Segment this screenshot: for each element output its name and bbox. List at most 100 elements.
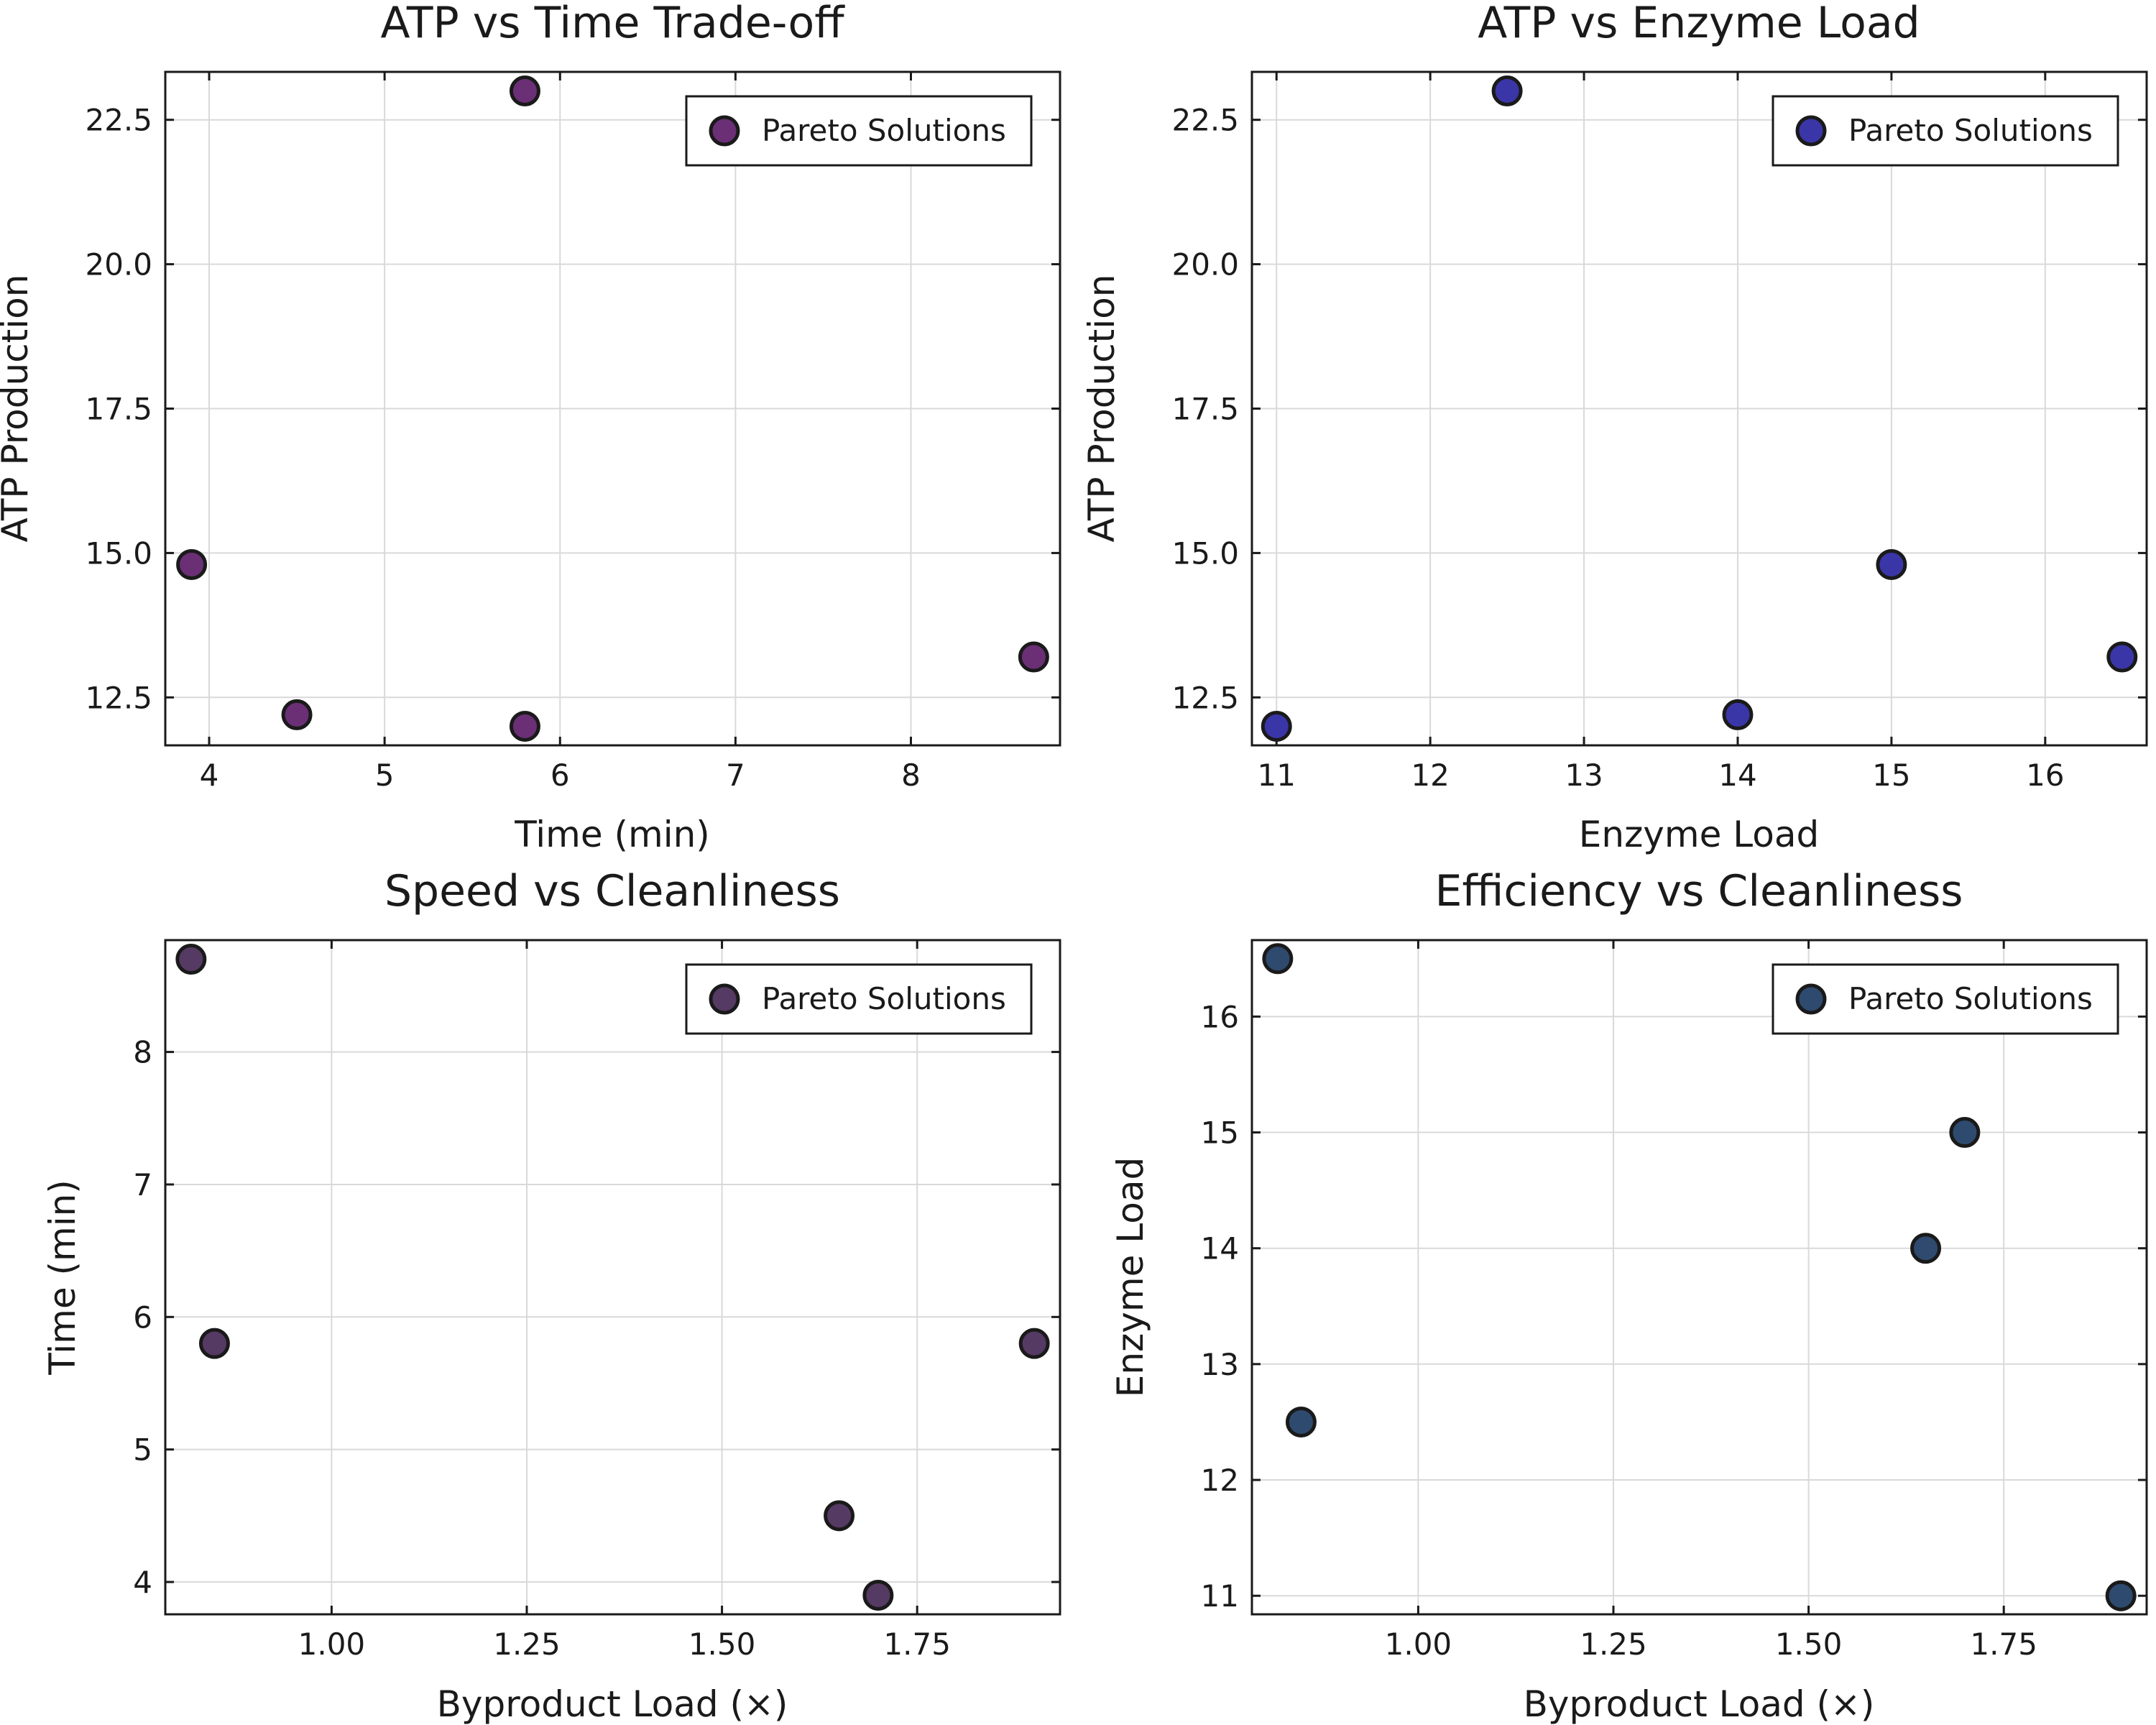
- data-point: [175, 944, 207, 975]
- legend: Pareto Solutions: [685, 95, 1033, 167]
- y-tick-label: 15.0: [85, 535, 152, 571]
- panel-title: Speed vs Cleanliness: [384, 866, 840, 916]
- x-tick-label: 12: [1411, 758, 1449, 793]
- axis-ticks: 11 12 13 14 15 16 12.5 15.0 17.5 20.0 22.5: [1171, 72, 2147, 793]
- legend-label: Pareto Solutions: [1848, 113, 2093, 148]
- panel-efficiency-vs-cleanliness: Efficiency vs Cleanliness Byproduct Load…: [1110, 866, 2148, 1725]
- x-tick-label: 1.00: [298, 1627, 366, 1662]
- y-tick-label: 17.5: [85, 392, 152, 427]
- y-tick-label: 6: [133, 1300, 152, 1335]
- panel-speed-vs-cleanliness: Speed vs Cleanliness Byproduct Load (×) …: [42, 866, 1061, 1725]
- x-axis-label: Byproduct Load (×): [437, 1683, 788, 1725]
- plot-frame: [164, 939, 1061, 1616]
- y-tick-label: 22.5: [1171, 103, 1239, 138]
- x-tick-label: 16: [2026, 758, 2064, 793]
- x-axis-label: Time (min): [514, 814, 710, 855]
- y-tick-label: 20.0: [1171, 247, 1239, 282]
- data-point: [1262, 943, 1294, 975]
- data-point: [1910, 1233, 1942, 1264]
- y-axis-label: Enzyme Load: [1110, 1157, 1151, 1397]
- x-tick-label: 8: [901, 758, 921, 793]
- axis-ticks: 4 5 6 7 8 12.5 15.0 17.5 20.0 22.5: [85, 72, 1060, 793]
- data-point: [198, 1328, 230, 1359]
- data-point: [2106, 641, 2138, 673]
- y-tick-label: 12.5: [85, 680, 152, 715]
- data-point: [1722, 699, 1754, 730]
- legend-label: Pareto Solutions: [762, 981, 1006, 1016]
- y-tick-label: 15: [1201, 1116, 1239, 1151]
- x-tick-label: 1.75: [1970, 1627, 2037, 1662]
- panel-title: ATP vs Enzyme Load: [1478, 0, 1920, 48]
- legend-marker: [709, 115, 740, 147]
- legend-box: [685, 95, 1033, 167]
- legend-box: [1772, 963, 2119, 1035]
- x-tick-label: 1.00: [1385, 1627, 1452, 1662]
- x-tick-label: 6: [550, 758, 570, 793]
- legend-box: [685, 963, 1033, 1035]
- panel-title: Efficiency vs Cleanliness: [1435, 866, 1963, 916]
- panel-atp-vs-enzyme-load: ATP vs Enzyme Load Enzyme Load ATP Produ…: [1081, 0, 2148, 855]
- x-tick-label: 15: [1872, 758, 1910, 793]
- y-tick-label: 4: [133, 1565, 152, 1600]
- y-tick-label: 11: [1201, 1578, 1239, 1614]
- data-point: [281, 699, 313, 730]
- legend-marker: [709, 983, 740, 1015]
- x-tick-label: 1.25: [1580, 1627, 1647, 1662]
- data-point: [509, 710, 540, 742]
- x-axis-label: Enzyme Load: [1579, 814, 1819, 855]
- x-tick-label: 7: [726, 758, 745, 793]
- grid-lines: [1252, 940, 2147, 1614]
- x-tick-label: 4: [200, 758, 219, 793]
- x-tick-label: 1.25: [493, 1627, 561, 1662]
- x-axis-label: Byproduct Load (×): [1524, 1683, 1875, 1725]
- y-tick-label: 16: [1201, 999, 1239, 1034]
- panel-title: ATP vs Time Trade-off: [380, 0, 845, 48]
- y-tick-label: 8: [133, 1035, 152, 1070]
- y-tick-label: 12: [1201, 1463, 1239, 1498]
- data-point: [176, 548, 208, 580]
- grid-lines: [1252, 72, 2147, 745]
- plot-frame: [1250, 939, 2148, 1616]
- x-tick-label: 5: [375, 758, 395, 793]
- legend-label: Pareto Solutions: [1848, 981, 2093, 1016]
- x-tick-label: 1.50: [1775, 1627, 1843, 1662]
- data-point: [1261, 710, 1292, 742]
- y-tick-label: 15.0: [1171, 535, 1239, 571]
- y-tick-label: 5: [133, 1432, 152, 1468]
- y-tick-label: 13: [1201, 1347, 1239, 1382]
- grid-lines: [165, 72, 1060, 745]
- data-point: [1285, 1406, 1317, 1438]
- legend-box: [1772, 95, 2119, 167]
- scatter-points: [176, 75, 1049, 742]
- x-tick-label: 1.75: [883, 1627, 951, 1662]
- legend: Pareto Solutions: [1772, 963, 2119, 1035]
- legend-marker: [1795, 115, 1827, 147]
- x-tick-label: 11: [1258, 758, 1296, 793]
- scatter-points: [1262, 943, 2137, 1611]
- y-tick-label: 17.5: [1171, 392, 1239, 427]
- y-tick-label: 7: [133, 1167, 152, 1202]
- panel-atp-vs-time: ATP vs Time Trade-off Time (min) ATP Pro…: [0, 0, 1061, 855]
- axis-ticks: 1.00 1.25 1.50 1.75 4 5 6 7 8: [133, 940, 1060, 1662]
- y-tick-label: 12.5: [1171, 680, 1239, 715]
- data-point: [1876, 548, 1907, 580]
- data-point: [1018, 641, 1049, 673]
- data-point: [1018, 1328, 1050, 1359]
- scatter-points: [1261, 75, 2138, 742]
- data-point: [862, 1579, 894, 1611]
- legend: Pareto Solutions: [1772, 95, 2119, 167]
- y-axis-label: Time (min): [42, 1179, 83, 1376]
- axis-ticks: 1.00 1.25 1.50 1.75 11 12 13 14 15 16: [1201, 940, 2147, 1662]
- data-point: [1491, 75, 1523, 107]
- x-tick-label: 14: [1718, 758, 1756, 793]
- data-point: [2105, 1580, 2137, 1611]
- legend: Pareto Solutions: [685, 963, 1033, 1035]
- y-tick-label: 14: [1201, 1231, 1239, 1266]
- data-point: [509, 75, 540, 107]
- data-point: [1949, 1117, 1981, 1149]
- y-axis-label: ATP Production: [0, 275, 36, 543]
- scatter-points: [175, 944, 1050, 1611]
- grid-lines: [165, 940, 1060, 1614]
- legend-marker: [1795, 983, 1827, 1015]
